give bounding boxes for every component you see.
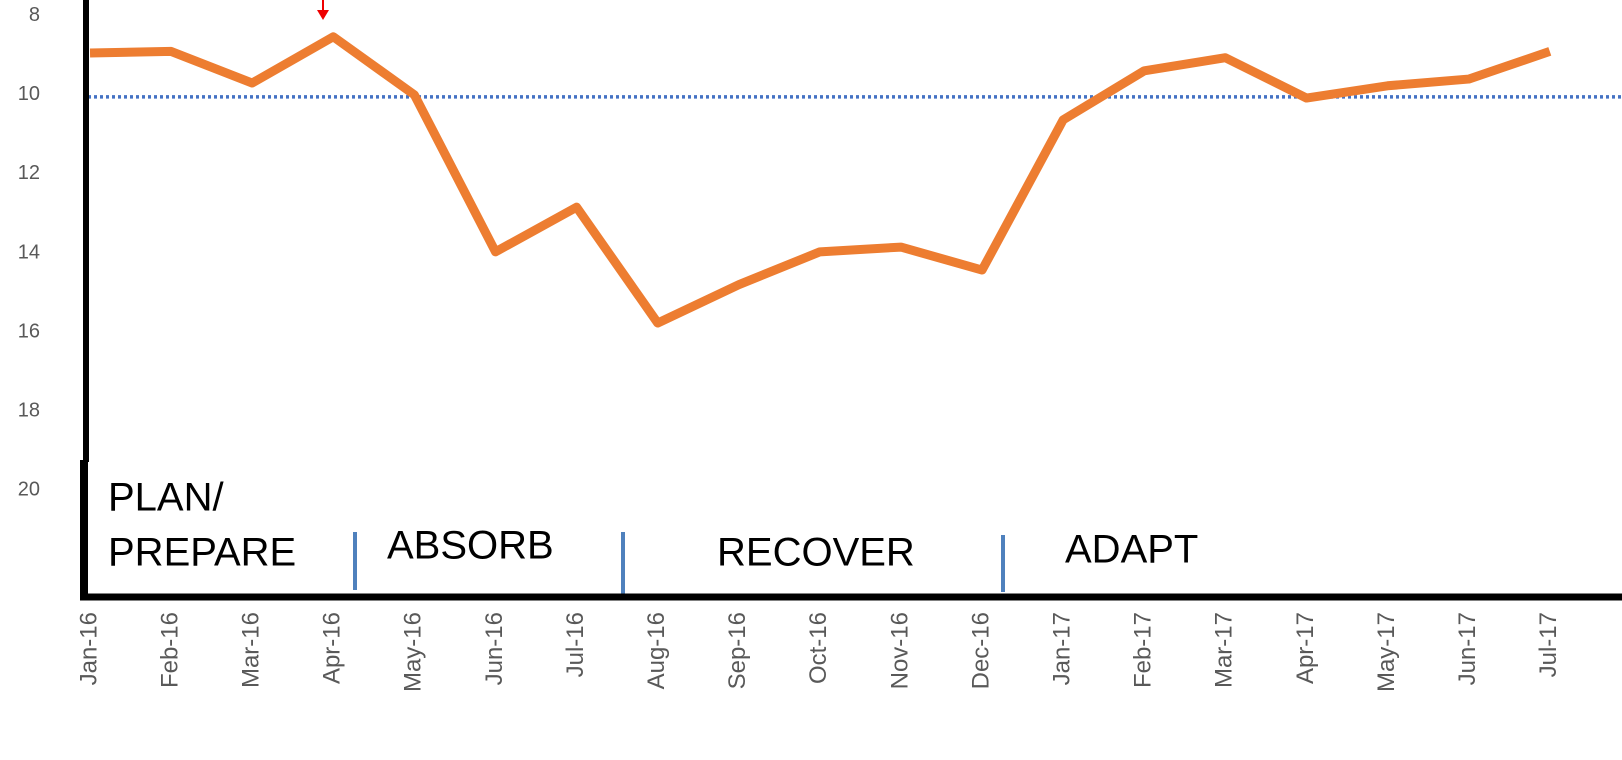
- x-tick-label: May-17: [1373, 612, 1400, 692]
- y-tick-label: 8: [29, 4, 40, 26]
- annotation-bg: [1040, 530, 1290, 590]
- phase-box: [88, 460, 355, 592]
- x-tick-label: Dec-16: [967, 612, 994, 689]
- x-tick-label: Apr-17: [1292, 612, 1319, 684]
- annotation-bg: [697, 530, 967, 592]
- phase-label: ADAPT: [1065, 528, 1198, 572]
- x-tick-label: Jan-17: [1049, 612, 1076, 685]
- x-tick-label: Feb-16: [156, 612, 183, 688]
- y-tick-label: 10: [18, 83, 40, 105]
- data-line: [89, 32, 1552, 328]
- x-tick-label: Aug-16: [643, 612, 670, 689]
- y-tick-label: 18: [18, 399, 40, 421]
- phase-label: RECOVER: [717, 531, 915, 575]
- phase-label: PLAN/: [108, 476, 224, 520]
- y-tick-label: 12: [18, 162, 40, 184]
- x-tick-label: Jun-16: [481, 612, 508, 685]
- phase-label: ABSORB: [387, 524, 554, 568]
- x-tick-label: Mar-16: [238, 612, 265, 688]
- phase-label: PREPARE: [108, 531, 296, 575]
- y-tick-label: 16: [18, 320, 40, 342]
- x-tick-label: Nov-16: [886, 612, 913, 689]
- x-tick-label: Feb-17: [1130, 612, 1157, 688]
- y-tick-label: 20: [18, 479, 40, 501]
- x-tick-label: May-16: [400, 612, 427, 692]
- x-tick-label: Jan-16: [75, 612, 102, 685]
- x-tick-label: Oct-16: [805, 612, 832, 684]
- x-tick-label: Jul-16: [562, 612, 589, 677]
- arrow-head: [317, 10, 329, 20]
- x-tick-label: Mar-17: [1211, 612, 1238, 688]
- x-tick-label: Apr-16: [319, 612, 346, 684]
- x-tick-label: Jul-17: [1535, 612, 1562, 677]
- x-tick-label: Sep-16: [724, 612, 751, 689]
- y-tick-label: 14: [18, 241, 40, 263]
- x-tick-label: Jun-17: [1454, 612, 1481, 685]
